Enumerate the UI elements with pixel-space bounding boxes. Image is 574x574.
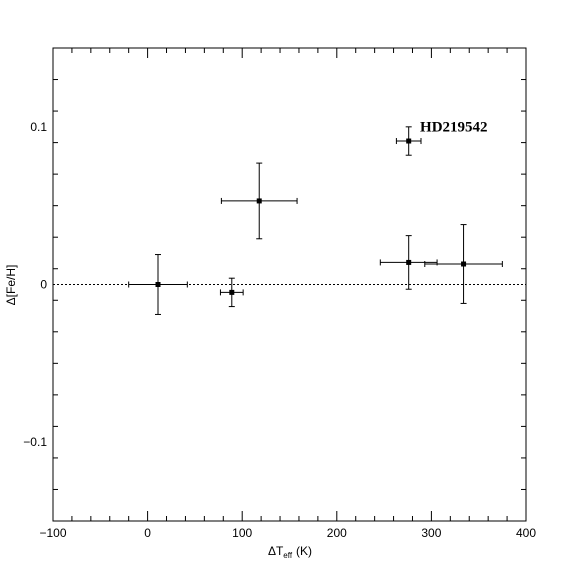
y-tick-label: 0.1 <box>30 120 47 134</box>
y-tick-label: −0.1 <box>23 435 47 449</box>
x-axis-title-unit: (K) <box>296 544 312 558</box>
point-marker <box>461 261 467 267</box>
annotation-label: HD219542 <box>420 120 488 136</box>
x-axis-title-main: ΔT <box>268 544 284 558</box>
x-tick-label: −100 <box>39 526 66 540</box>
x-tick-label: 0 <box>144 526 151 540</box>
x-tick-label: 400 <box>516 526 536 540</box>
x-tick-label: 200 <box>327 526 347 540</box>
data-point <box>379 235 438 290</box>
point-marker <box>155 282 161 287</box>
data-point <box>128 254 188 315</box>
data-point <box>219 277 244 308</box>
point-marker <box>229 289 235 295</box>
axis-tick-labels: −100 0 100 200 300 400 −0.1 0 0.1 <box>23 120 536 540</box>
x-axis-title-subscript: eff <box>283 551 293 560</box>
data-point <box>424 224 503 304</box>
point-marker <box>256 198 262 204</box>
data-point <box>395 126 422 156</box>
axis-ticks <box>52 47 527 522</box>
x-axis-title: ΔTeff (K) <box>268 544 312 560</box>
x-tick-label: 300 <box>421 526 441 540</box>
annotations: HD219542 <box>420 120 488 136</box>
y-tick-label: 0 <box>40 278 47 292</box>
data-point <box>220 162 298 240</box>
data-points <box>128 126 503 315</box>
point-marker <box>406 259 412 265</box>
x-tick-label: 100 <box>232 526 252 540</box>
y-axis-title: Δ[Fe/H] <box>4 265 18 306</box>
point-marker <box>406 138 412 144</box>
